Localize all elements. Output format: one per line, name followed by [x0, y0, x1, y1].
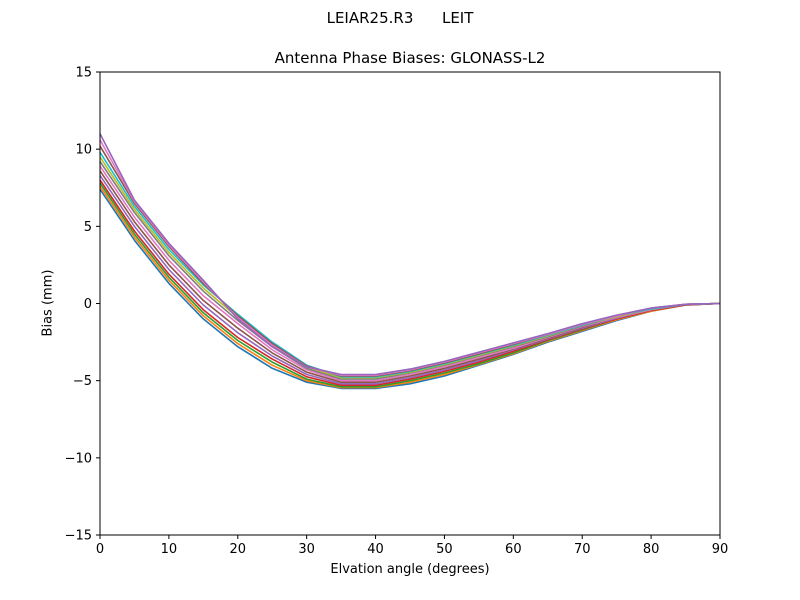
y-tick-label: 0: [84, 297, 92, 312]
x-tick-label: 20: [230, 542, 247, 557]
y-tick-label: −5: [73, 374, 92, 389]
y-tick-label: 15: [75, 66, 92, 81]
x-tick-label: 40: [367, 542, 384, 557]
series-line-9: [99, 156, 721, 379]
radome-name: LEIT: [441, 9, 474, 27]
x-tick-label: 90: [712, 542, 729, 557]
x-tick-label: 50: [436, 542, 453, 557]
x-tick-label: 60: [505, 542, 522, 557]
x-tick-label: 80: [643, 542, 660, 557]
series-line-13: [99, 133, 721, 376]
y-tick-label: 5: [84, 220, 92, 235]
series-line-4: [99, 179, 721, 387]
x-tick-label: 10: [161, 542, 178, 557]
x-tick-label: 30: [298, 542, 315, 557]
series-line-12: [99, 139, 721, 377]
chart-title: Antenna Phase Biases: GLONASS-L2: [274, 49, 546, 67]
x-axis-label: Elvation angle (degrees): [330, 562, 490, 577]
y-axis-ticks: −15 −10 −5 0 5 10 15: [65, 66, 100, 544]
y-tick-label: −15: [65, 529, 92, 544]
y-tick-label: −10: [65, 451, 92, 466]
y-tick-label: 10: [75, 143, 92, 158]
series-line-11: [99, 145, 721, 377]
x-axis-ticks: 0 10 20 30 40 50 60 70 80 90: [96, 535, 728, 557]
chart-suptitle: LEIAR25.R3 LEIT: [0, 9, 800, 27]
x-tick-label: 70: [574, 542, 591, 557]
antenna-name: LEIAR25.R3: [326, 9, 414, 27]
y-axis-label: Bias (mm): [40, 269, 56, 337]
series-group: [99, 133, 721, 390]
series-line-2: [99, 185, 721, 389]
series-line-10: [99, 151, 721, 378]
x-tick-label: 0: [96, 542, 104, 557]
plot-frame: [99, 71, 721, 536]
